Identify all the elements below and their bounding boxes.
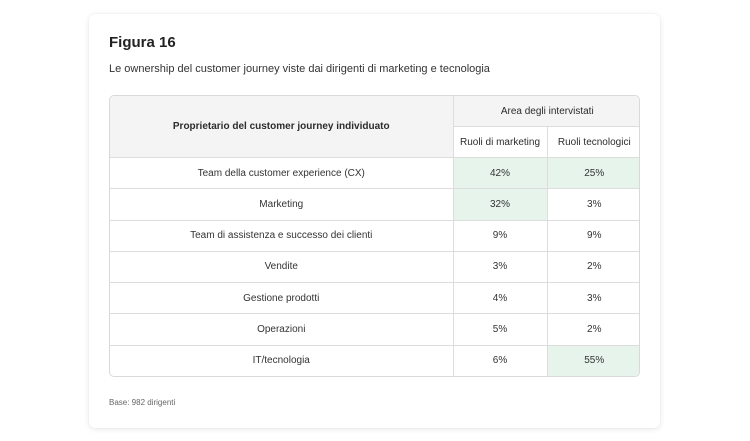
tech-value: 55% [546, 344, 639, 376]
data-table: Proprietario del customer journey indivi… [110, 96, 639, 376]
row-label: Team della customer experience (CX) [110, 156, 454, 190]
tech-column-header: Ruoli tecnologici [546, 126, 639, 158]
row-label: Marketing [110, 188, 454, 221]
tech-value: 9% [546, 219, 639, 252]
marketing-value: 42% [452, 156, 548, 190]
marketing-value: 4% [452, 282, 548, 315]
marketing-value: 3% [452, 250, 548, 284]
row-label: Vendite [110, 250, 454, 284]
marketing-value: 6% [452, 344, 548, 376]
tech-value: 3% [546, 188, 639, 221]
respondent-area-header: Area degli intervistati [452, 96, 639, 127]
tech-value: 2% [546, 250, 639, 284]
table-row: Gestione prodotti 4% 3% [110, 282, 639, 315]
base-note: Base: 982 dirigenti [109, 398, 176, 407]
row-label: IT/tecnologia [110, 344, 454, 376]
marketing-value: 32% [452, 188, 548, 221]
tech-value: 3% [546, 282, 639, 315]
table-row: IT/tecnologia 6% 55% [110, 344, 639, 376]
marketing-value: 5% [452, 313, 548, 346]
owner-column-header: Proprietario del customer journey indivi… [110, 96, 454, 158]
row-label: Operazioni [110, 313, 454, 346]
marketing-value: 9% [452, 219, 548, 252]
figure-card: Figura 16 Le ownership del customer jour… [89, 14, 660, 428]
tech-value: 2% [546, 313, 639, 346]
table-row: Team della customer experience (CX) 42% … [110, 156, 639, 190]
table-row: Marketing 32% 3% [110, 188, 639, 221]
table-row: Team di assistenza e successo dei client… [110, 219, 639, 252]
table-row: Vendite 3% 2% [110, 250, 639, 284]
tech-value: 25% [546, 156, 639, 190]
row-label: Gestione prodotti [110, 282, 454, 315]
marketing-column-header: Ruoli di marketing [453, 126, 548, 158]
figure-subtitle: Le ownership del customer journey viste … [109, 63, 490, 75]
table-row: Operazioni 5% 2% [110, 313, 639, 346]
data-table-container: Proprietario del customer journey indivi… [109, 95, 640, 377]
figure-title: Figura 16 [109, 34, 176, 51]
row-label: Team di assistenza e successo dei client… [110, 219, 454, 252]
